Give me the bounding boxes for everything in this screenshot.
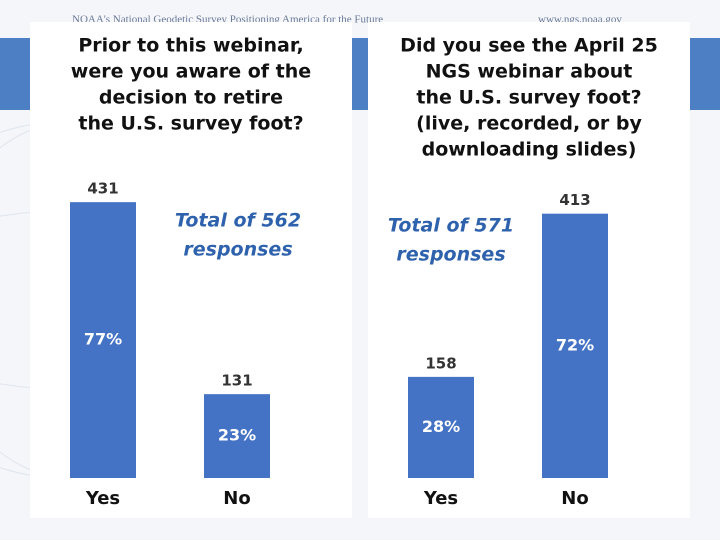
chart-title: Prior to this webinar, [78,35,303,57]
data-label: 431 [87,180,118,198]
percent-label: 72% [556,335,594,354]
annotation: Total of 562 [175,210,301,232]
bar [70,202,136,478]
bar [542,213,608,478]
chart-title: Did you see the April 25 [400,35,658,57]
annotation: responses [183,239,292,261]
chart-title: were you aware of the [71,61,311,83]
annotation: Total of 571 [388,215,514,237]
data-label: 413 [559,191,590,209]
data-label: 131 [221,372,252,390]
x-tick-label: Yes [423,488,458,509]
chart-title: decision to retire [99,87,283,109]
percent-label: 23% [218,426,256,445]
bar [408,376,474,478]
data-label: 158 [425,354,456,372]
annotation: responses [396,244,505,266]
percent-label: 77% [84,330,122,349]
chart-title: (live, recorded, or by [416,113,642,135]
chart-title: downloading slides) [422,139,637,161]
x-tick-label: No [561,488,588,509]
chart-title: the U.S. survey foot? [78,113,303,135]
chart-title: NGS webinar about [426,61,633,83]
chart-title: the U.S. survey foot? [416,87,641,109]
x-tick-label: No [223,488,250,509]
bar [204,394,270,478]
x-tick-label: Yes [85,488,120,509]
percent-label: 28% [422,417,460,436]
